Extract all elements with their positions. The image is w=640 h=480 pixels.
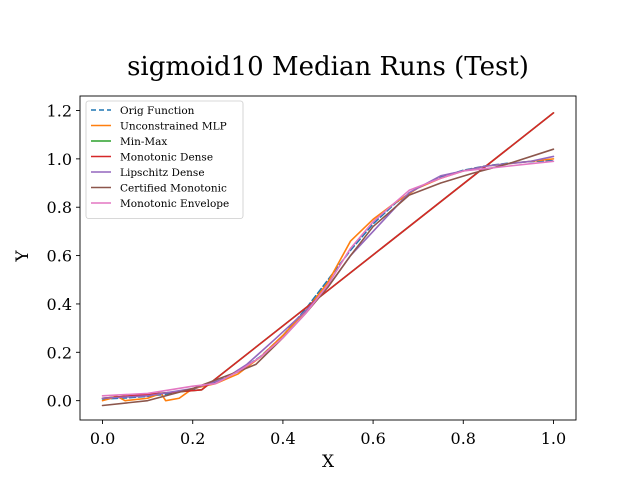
- legend-label: Monotonic Dense: [120, 151, 213, 163]
- y-tick-label: 0.6: [47, 247, 72, 266]
- legend-label: Certified Monotonic: [120, 182, 227, 194]
- x-tick-label: 0.6: [360, 429, 385, 448]
- y-tick-label: 0.8: [47, 198, 72, 217]
- legend-box: [85, 100, 244, 219]
- y-tick-label: 0.0: [47, 392, 72, 411]
- series-line-3: [101, 112, 555, 400]
- legend-label: Monotonic Envelope: [120, 198, 229, 210]
- x-tick-label: 0.0: [90, 429, 115, 448]
- y-tick-label: 1.0: [47, 150, 72, 169]
- x-tick-label: 0.2: [180, 429, 205, 448]
- x-tick-label: 0.4: [270, 429, 295, 448]
- legend: Orig Function Unconstrained MLP Min-Max Mon…: [85, 100, 244, 219]
- axes-frame: [79, 95, 577, 421]
- series-line-6: [101, 160, 555, 397]
- y-tick-label: 0.2: [47, 343, 72, 362]
- chart-title: sigmoid10 Median Runs (Test): [127, 52, 529, 82]
- x-tick-label: 1.0: [541, 429, 566, 448]
- series-line-5: [101, 148, 555, 407]
- plot-area: 0.0 0.2 0.4 0.6 0.8 1.0 0.0 0.2 0.4 0.6 0.8 1.0 1.2: [47, 95, 577, 448]
- y-tick-label: 1.2: [47, 102, 72, 121]
- y-tick-label: 0.4: [47, 295, 72, 314]
- legend-label: Lipschitz Dense: [120, 167, 205, 179]
- x-tick-label: 0.8: [451, 429, 476, 448]
- legend-label: Min-Max: [120, 136, 167, 148]
- legend-label: Unconstrained MLP: [120, 120, 227, 132]
- x-axis-label: X: [322, 452, 335, 472]
- series-lines: [101, 112, 555, 407]
- y-axis-label: Y: [13, 250, 33, 263]
- legend-label: Orig Function: [120, 105, 195, 117]
